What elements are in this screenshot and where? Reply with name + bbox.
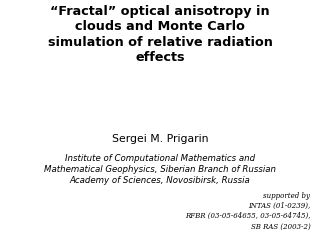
Text: INTAS (01-0239),: INTAS (01-0239), [248,202,310,210]
Text: supported by: supported by [263,192,310,199]
Text: Institute of Computational Mathematics and
Mathematical Geophysics, Siberian Bra: Institute of Computational Mathematics a… [44,154,276,185]
Text: “Fractal” optical anisotropy in
clouds and Monte Carlo
simulation of relative ra: “Fractal” optical anisotropy in clouds a… [48,5,272,64]
Text: SB RAS (2003-2): SB RAS (2003-2) [251,222,310,230]
Text: Sergei M. Prigarin: Sergei M. Prigarin [112,134,208,144]
Text: RFBR (03-05-64655, 03-05-64745),: RFBR (03-05-64655, 03-05-64745), [185,212,310,220]
